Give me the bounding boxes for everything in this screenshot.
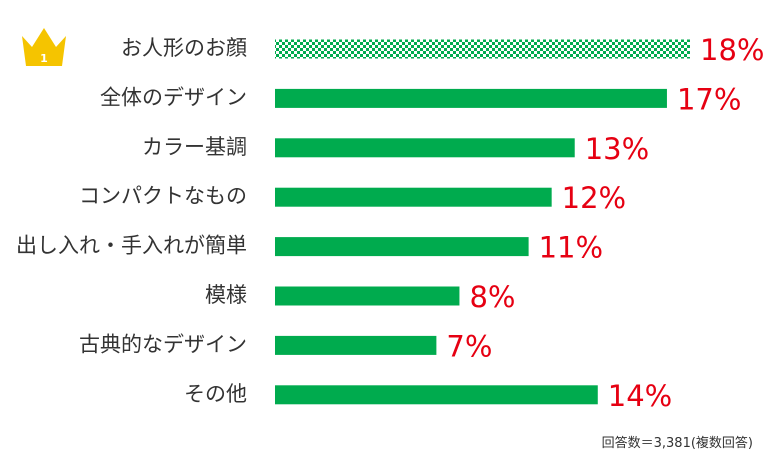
category-label: 古典的なデザイン bbox=[79, 332, 247, 356]
category-label: 模様 bbox=[205, 283, 247, 307]
bar bbox=[275, 335, 437, 355]
bar bbox=[275, 187, 552, 207]
bar bbox=[275, 88, 667, 108]
category-label: その他 bbox=[184, 382, 247, 406]
value-label: 17% bbox=[677, 82, 741, 116]
value-label: 14% bbox=[608, 379, 672, 413]
bar bbox=[275, 39, 690, 59]
value-label: 13% bbox=[585, 132, 649, 166]
category-label: 出し入れ・手入れが簡単 bbox=[16, 234, 247, 258]
value-label: 12% bbox=[562, 181, 626, 215]
rank-badge-number: 1 bbox=[40, 52, 48, 65]
value-label: 8% bbox=[469, 280, 515, 314]
crown-icon: 1 bbox=[22, 28, 66, 66]
category-label: お人形のお顔 bbox=[121, 36, 247, 60]
category-label: カラー基調 bbox=[142, 135, 247, 159]
category-label: 全体のデザイン bbox=[100, 85, 247, 109]
value-label: 18% bbox=[700, 33, 764, 67]
bar bbox=[275, 138, 575, 158]
value-label: 7% bbox=[446, 329, 492, 363]
category-label: コンパクトなもの bbox=[79, 184, 247, 208]
bar bbox=[275, 286, 460, 306]
bar bbox=[275, 385, 598, 405]
response-count-note: 回答数＝3,381(複数回答) bbox=[601, 436, 753, 451]
bar bbox=[275, 237, 529, 257]
value-label: 11% bbox=[539, 231, 603, 265]
